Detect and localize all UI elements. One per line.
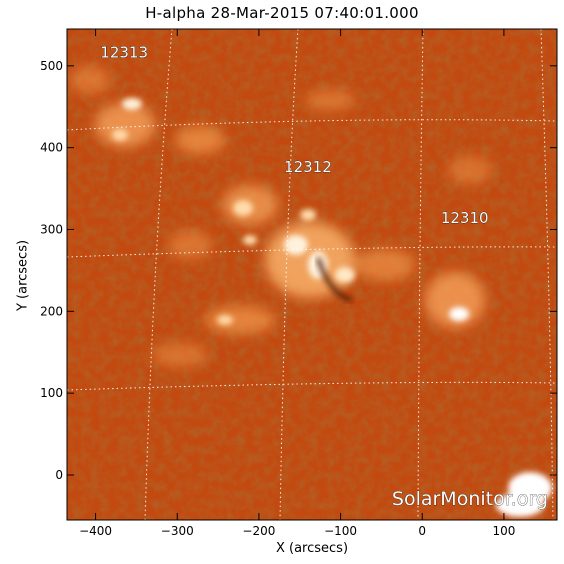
y-tick-label: 300 [40, 222, 63, 236]
plage-bright-cores [112, 98, 552, 517]
dark-filament [315, 257, 353, 303]
watermark-text: SolarMonitor.org [392, 488, 548, 510]
x-axis-ticks: −400 −300 −200 −100 0 100 [79, 29, 515, 538]
x-tick-label: −200 [242, 524, 275, 538]
x-tick-label: 0 [418, 524, 426, 538]
plot-frame [66, 28, 558, 521]
y-tick-label: 100 [40, 386, 63, 400]
x-axis-label: X (arcsecs) [275, 541, 349, 556]
active-region-label: 12312 [284, 158, 332, 176]
x-tick-label: −300 [161, 524, 194, 538]
x-tick-label: −100 [324, 524, 357, 538]
y-tick-label: 0 [55, 468, 63, 482]
x-tick-label: −400 [79, 524, 112, 538]
x-tick-label: 100 [492, 524, 515, 538]
heliographic-grid [67, 29, 557, 520]
y-tick-label: 200 [40, 304, 63, 318]
plage-regions [70, 66, 492, 367]
y-tick-label: 400 [40, 141, 63, 155]
active-region-label: 12313 [100, 44, 148, 62]
y-tick-label: 500 [40, 59, 63, 73]
active-region-label: 12310 [441, 209, 489, 227]
image-title: H-alpha 28-Mar-2015 07:40:01.000 [145, 4, 419, 22]
active-region-labels: 12313 12312 12310 [100, 43, 489, 227]
y-axis-ticks: 0 100 200 300 400 500 [40, 59, 557, 482]
